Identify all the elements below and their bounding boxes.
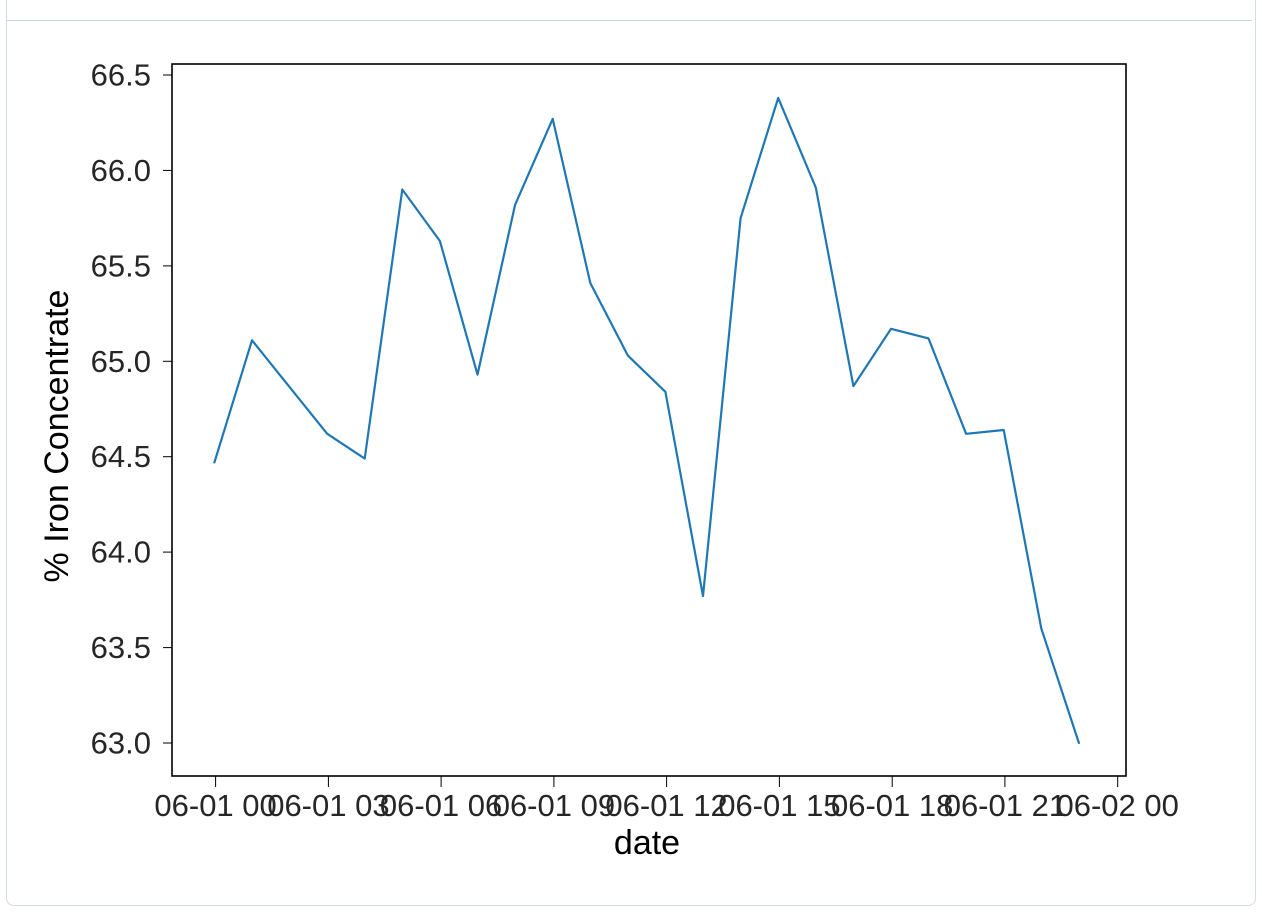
svg-text:66.0: 66.0 (91, 153, 151, 188)
svg-text:65.5: 65.5 (91, 248, 151, 283)
svg-text:63.0: 63.0 (91, 726, 151, 761)
svg-text:06-01 03: 06-01 03 (267, 788, 389, 823)
svg-text:65.0: 65.0 (91, 344, 151, 379)
svg-text:06-01 21: 06-01 21 (944, 788, 1066, 823)
svg-text:06-01 12: 06-01 12 (605, 788, 727, 823)
svg-text:06-01 06: 06-01 06 (380, 788, 502, 823)
svg-text:06-01 18: 06-01 18 (831, 788, 953, 823)
svg-text:06-02 00: 06-02 00 (1057, 788, 1179, 823)
svg-text:64.0: 64.0 (91, 535, 151, 570)
svg-text:06-01 00: 06-01 00 (154, 788, 276, 823)
svg-text:% Iron Concentrate: % Iron Concentrate (38, 290, 76, 583)
svg-text:date: date (614, 824, 680, 862)
svg-text:06-01 15: 06-01 15 (718, 788, 840, 823)
svg-text:63.5: 63.5 (91, 630, 151, 665)
svg-text:06-01 09: 06-01 09 (493, 788, 615, 823)
svg-text:64.5: 64.5 (91, 439, 151, 474)
svg-text:66.5: 66.5 (91, 58, 151, 93)
